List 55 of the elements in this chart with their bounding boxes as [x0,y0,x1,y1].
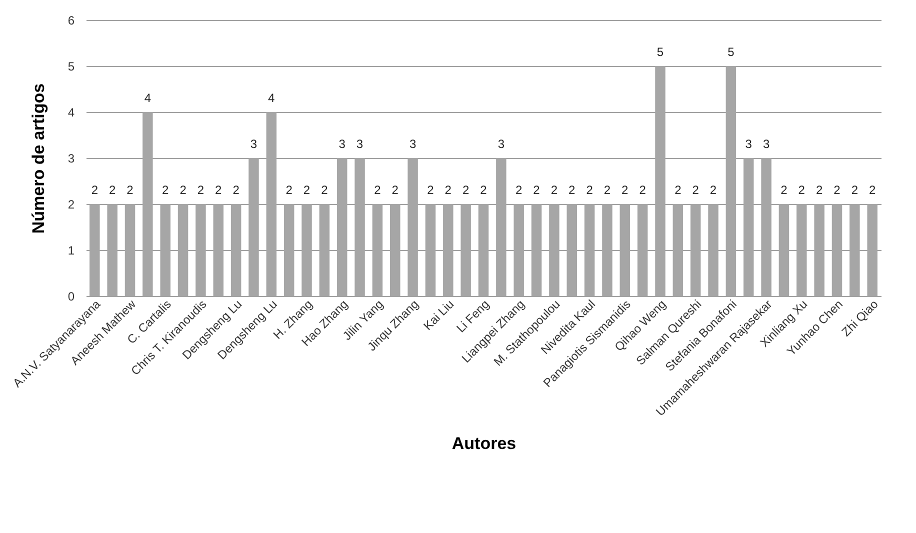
data-label: 2 [232,183,240,197]
data-label: 2 [639,183,646,197]
data-label: 4 [268,91,276,105]
data-label: 2 [834,183,841,197]
y-tick-label: 5 [68,60,75,74]
data-label: 2 [126,183,134,197]
data-label: 2 [215,183,222,197]
y-tick-label: 6 [68,14,75,28]
data-label: 3 [762,137,770,151]
data-label: 2 [108,183,116,197]
data-label: 3 [409,137,416,151]
data-label: 3 [498,137,505,151]
data-label: 2 [622,183,629,197]
data-label: 4 [144,91,152,105]
data-label: 2 [692,183,700,197]
data-label: 2 [444,183,452,197]
y-axis-title: Número de artigos [28,83,48,234]
data-label: 2 [303,183,310,197]
data-label: 2 [91,183,98,197]
data-label: 3 [745,137,752,151]
y-tick-label: 2 [68,198,75,212]
data-label: 2 [427,183,434,197]
data-label: 2 [462,183,470,197]
data-label: 2 [550,183,558,197]
data-label: 2 [374,183,382,197]
data-label: 3 [250,137,258,151]
data-label: 2 [516,183,523,197]
y-tick-label: 0 [68,290,75,304]
data-label: 2 [533,183,540,197]
data-label: 2 [710,183,717,197]
y-tick-label: 3 [68,152,75,166]
data-label: 2 [321,183,328,197]
data-label: 2 [197,183,204,197]
data-label: 2 [868,183,876,197]
data-label: 2 [480,183,488,197]
data-label: 2 [604,183,611,197]
data-label: 3 [338,137,346,151]
data-label: 2 [816,183,823,197]
data-label: 2 [798,183,806,197]
data-label: 2 [586,183,594,197]
y-tick-label: 1 [68,244,75,258]
data-label: 2 [851,183,858,197]
data-label: 2 [286,183,293,197]
data-label: 3 [356,137,364,151]
x-tick-label: Kai Liu [420,297,457,333]
data-label: 2 [674,183,682,197]
data-label: 5 [656,45,664,59]
data-label: 2 [180,183,187,197]
data-label: 2 [780,183,788,197]
data-label: 2 [392,183,399,197]
x-axis-title: Autores [452,434,516,454]
data-label: 2 [162,183,170,197]
data-label: 2 [568,183,576,197]
y-tick-label: 4 [68,106,75,120]
data-label: 5 [728,45,735,59]
